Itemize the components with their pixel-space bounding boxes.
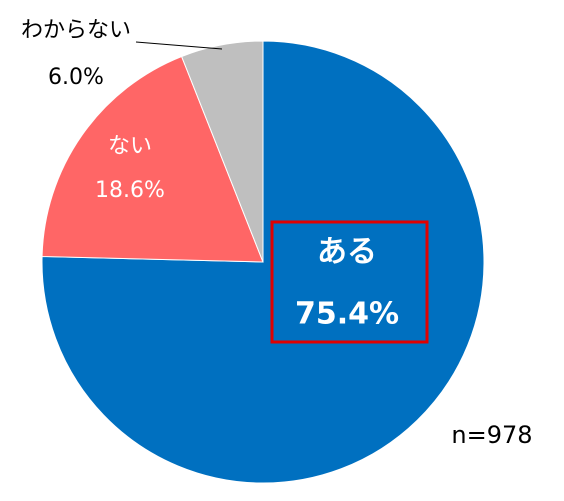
pie-slice [180, 40, 264, 263]
value-label: 75.4% [295, 297, 399, 332]
leader-line [135, 41, 223, 50]
sample-size: n=978 [451, 421, 532, 449]
pie-slice [41, 55, 264, 263]
slice-label: ない [108, 134, 152, 159]
slice-label: わからない [21, 18, 131, 43]
slice-label: ある [317, 235, 377, 270]
value-label: 6.0% [48, 65, 104, 90]
highlight-box [270, 220, 429, 344]
value-label: 18.6% [95, 178, 165, 203]
